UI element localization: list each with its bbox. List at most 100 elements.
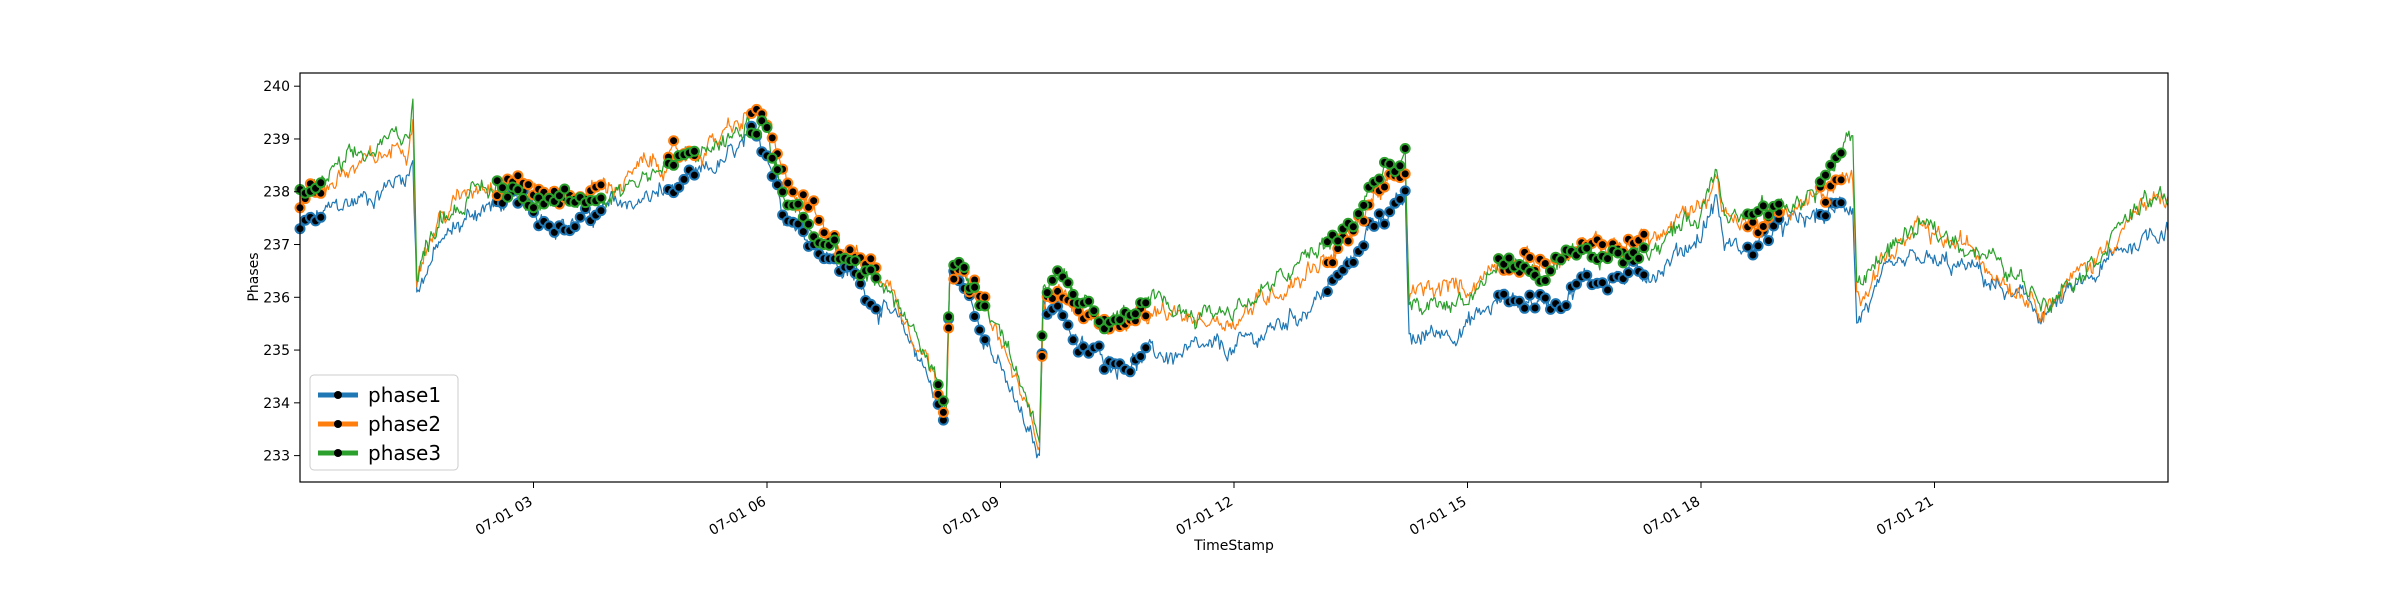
highlight-point-phase3 (688, 145, 700, 157)
highlight-point-phase3 (1083, 295, 1095, 307)
highlight-point-phase3 (937, 395, 949, 407)
highlight-point-phase1 (1399, 185, 1411, 197)
highlight-point-phase3 (528, 202, 539, 214)
highlight-point-phase3 (766, 152, 778, 164)
highlight-point-phase3 (1399, 143, 1411, 154)
highlight-point-phase3 (1757, 200, 1769, 212)
highlight-point-phase2 (668, 135, 680, 147)
y-tick-label-238: 238 (263, 185, 290, 201)
highlight-point-phase1 (979, 334, 991, 346)
legend: phase1 phase2 phase3 (309, 374, 459, 471)
highlight-point-phase2 (1358, 215, 1370, 227)
highlight-point-phase3 (1825, 159, 1837, 171)
highlight-point-phase2 (865, 253, 877, 265)
highlight-point-phase3 (1503, 252, 1515, 264)
highlight-point-phase1 (1539, 292, 1551, 304)
highlight-point-phase1 (1394, 193, 1406, 205)
y-tick-label-233: 233 (263, 449, 290, 465)
highlight-point-phase2 (1820, 196, 1831, 208)
highlight-point-phase3 (943, 311, 955, 323)
highlight-point-phase1 (1529, 302, 1541, 314)
highlight-point-phase1 (1347, 256, 1359, 268)
highlight-point-phase3 (1332, 235, 1344, 247)
highlight-point-phase1 (771, 179, 783, 191)
highlight-point-phase1 (1368, 220, 1380, 232)
highlight-point-phase3 (1612, 247, 1624, 259)
highlight-point-phase3 (777, 186, 789, 198)
y-tick-label-239: 239 (263, 132, 290, 148)
highlight-point-phase3 (797, 211, 809, 223)
highlight-point-phase1 (797, 226, 809, 238)
highlight-point-phase2 (1524, 252, 1536, 263)
highlight-point-phase3 (1114, 314, 1126, 326)
highlight-point-phase2 (522, 179, 534, 191)
highlight-point-phase3 (1347, 221, 1359, 233)
highlight-point-phase3 (1835, 147, 1847, 159)
highlight-point-phase1 (1602, 284, 1614, 296)
highlight-point-phase2 (1638, 228, 1650, 240)
highlight-point-phase3 (1140, 297, 1152, 309)
y-tick-label-237: 237 (263, 238, 290, 254)
highlight-point-phase2 (818, 227, 830, 239)
highlight-point-phase3 (1539, 275, 1551, 286)
highlight-point-phase3 (1581, 242, 1593, 254)
highlight-point-phase1 (1820, 210, 1831, 222)
legend-label-phase3: phase3 (368, 441, 441, 465)
highlight-point-phase3 (595, 192, 607, 204)
highlight-point-phase3 (1036, 330, 1048, 342)
highlight-point-phase2 (1379, 181, 1390, 193)
highlight-point-phase2 (1327, 257, 1339, 269)
highlight-point-phase2 (766, 132, 778, 144)
highlight-point-phase3 (496, 182, 508, 194)
highlight-point-phase1 (1763, 235, 1774, 247)
highlight-point-phase3 (792, 198, 804, 210)
highlight-point-phase1 (1498, 288, 1510, 300)
highlight-point-phase3 (517, 193, 529, 204)
highlight-point-phase1 (1124, 366, 1136, 378)
highlight-point-phase3 (969, 281, 981, 293)
highlight-point-phase3 (865, 264, 877, 276)
highlight-point-phase1 (870, 303, 882, 315)
y-axis-label: Phases (246, 252, 262, 301)
highlight-point-phase1 (1052, 300, 1064, 312)
highlight-point-phase3 (1555, 254, 1567, 266)
highlight-point-phase3 (1358, 199, 1370, 211)
legend-marker-phase3 (334, 449, 342, 457)
highlight-point-phase3 (1373, 173, 1385, 185)
highlight-point-phase3 (803, 218, 814, 230)
legend-marker-phase2 (334, 420, 342, 428)
y-tick-label-234: 234 (263, 396, 290, 412)
y-axis: 233 234 235 236 237 238 239 240 (263, 79, 300, 465)
legend-entries: phase1 phase2 phase3 (318, 383, 441, 465)
highlight-point-phase3 (668, 159, 680, 171)
legend-box (309, 374, 459, 471)
highlight-point-phase2 (797, 189, 809, 201)
highlight-point-phase3 (491, 175, 503, 187)
highlight-point-phase3 (761, 122, 773, 133)
highlight-point-phase2 (979, 291, 991, 303)
highlight-point-phase2 (1342, 235, 1354, 247)
highlight-point-phase2 (595, 179, 607, 191)
highlight-point-phase3 (1088, 305, 1100, 317)
highlight-point-phase1 (673, 181, 685, 193)
highlight-point-phase3 (1763, 209, 1774, 221)
highlight-point-phase3 (1129, 308, 1141, 320)
highlight-point-phase1 (1513, 295, 1525, 307)
highlight-point-phase1 (1622, 267, 1634, 279)
highlight-point-phase3 (1384, 158, 1396, 170)
highlight-point-phase1 (595, 205, 607, 217)
highlight-point-phase3 (870, 272, 882, 284)
highlight-point-phase2 (1757, 221, 1769, 232)
series-line-phase2 (299, 106, 2169, 451)
highlight-point-phase1 (688, 169, 700, 181)
highlight-point-phase2 (1539, 258, 1551, 269)
highlight-point-phase1 (974, 324, 986, 336)
highlight-point-phase1 (1098, 363, 1110, 375)
highlight-point-phase1 (1140, 342, 1152, 354)
highlight-point-phase3 (849, 255, 861, 267)
highlight-point-phase2 (808, 195, 820, 207)
highlight-point-phase3 (1067, 288, 1079, 300)
highlight-point-phase2 (813, 214, 825, 226)
